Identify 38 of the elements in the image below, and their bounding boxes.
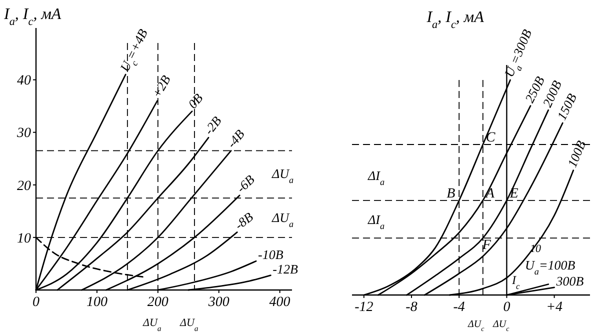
x-tick-label: 300 (207, 295, 230, 310)
text: ΔU$_{а}$ (179, 317, 198, 332)
x-tick-label: 400 (269, 295, 290, 310)
text: -8В (232, 209, 256, 233)
annotation: ΔI$_{а}$ (367, 168, 385, 187)
annotation: E (508, 186, 519, 202)
annotation: ΔU$_{а}$ (271, 166, 294, 185)
annotation: C (486, 130, 496, 146)
text: ΔU$_{с}$ (467, 319, 486, 332)
x-tick-label: -4 (453, 300, 465, 315)
y-axis-title: I$_{а}$, I$_{с}$, мА (426, 9, 484, 31)
y-tick-label: 30 (16, 126, 31, 142)
x-tick-label: -8 (406, 300, 418, 315)
text: ΔU$_{а}$ (142, 317, 162, 332)
text: -4В (224, 126, 248, 151)
x-tick-label: 100 (86, 295, 108, 310)
text: 100В (564, 138, 589, 170)
y-tick-label: 20 (17, 178, 31, 194)
x-tick-label: 0 (503, 300, 510, 315)
series-label: -12В (272, 261, 298, 276)
text: ΔU$_{с}$ (492, 319, 510, 332)
text: +2В (148, 72, 174, 100)
annotation: I$_{с}$ (511, 273, 520, 290)
annotation: B (446, 186, 456, 202)
text: -6В (233, 172, 258, 196)
x-tick-label: -12 (354, 300, 374, 315)
annotation: ΔI$_{а}$ (367, 212, 385, 231)
y-tick-label: 10 (17, 231, 31, 246)
text: -2В (200, 113, 224, 138)
annotation: F (481, 238, 492, 253)
x-tick-label: +4 (546, 300, 563, 315)
x-tick-label: 0 (32, 295, 40, 310)
annotation: ΔU$_{а}$ (271, 210, 294, 229)
y-axis-title: I$_{а}$, I$_{с}$, мА (3, 6, 62, 28)
series-label: -10В (258, 247, 284, 262)
text: 0В (184, 90, 206, 112)
x-tick-label: 200 (147, 295, 168, 310)
y-tick-label: 40 (17, 74, 31, 89)
